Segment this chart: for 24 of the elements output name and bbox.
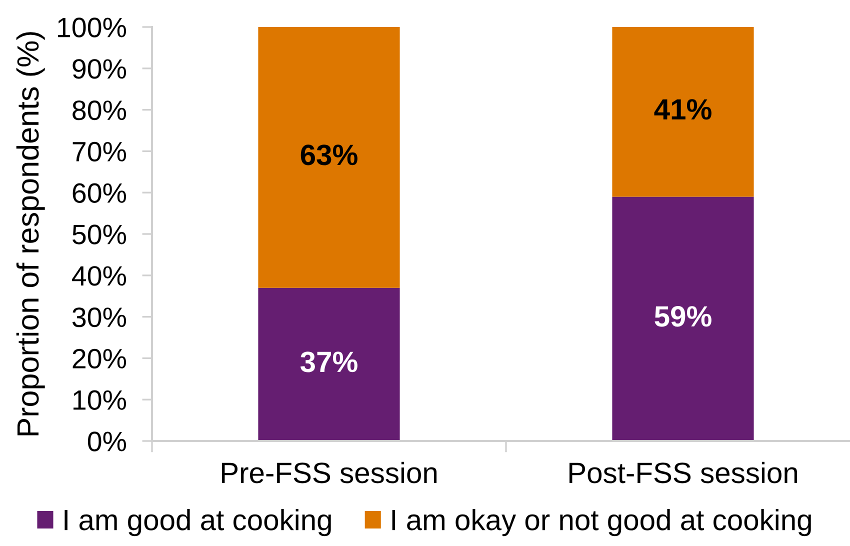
data-label: 41% (654, 99, 712, 120)
y-tick-label: 10% (74, 390, 126, 410)
data-label: 63% (300, 144, 358, 166)
x-tick-label: Post-FSS session (570, 462, 798, 484)
bar (258, 288, 400, 441)
y-tick-label: 80% (72, 100, 126, 120)
data-label: 37% (300, 352, 358, 372)
x-tick-label: Pre-FSS session (222, 462, 437, 484)
y-axis-title: Proportion of respondents (%) (16, 32, 45, 436)
legend-label: I am good at cooking (64, 508, 331, 536)
y-tick-label: 90% (72, 59, 126, 79)
data-label: 59% (654, 306, 712, 327)
y-tick-label: 30% (72, 307, 126, 328)
y-tick-label: 0% (88, 432, 126, 452)
y-tick-label: 50% (72, 224, 126, 244)
y-tick-label: 70% (72, 142, 126, 162)
y-tick-label: 40% (72, 266, 126, 286)
y-tick-label: 20% (72, 348, 126, 369)
bar (258, 27, 400, 288)
legend-label: I am okay or not good at cooking (392, 508, 811, 536)
y-tick-label: 60% (72, 183, 126, 203)
y-tick-label: 100% (58, 18, 126, 38)
bar (612, 27, 754, 197)
bar (612, 196, 754, 441)
